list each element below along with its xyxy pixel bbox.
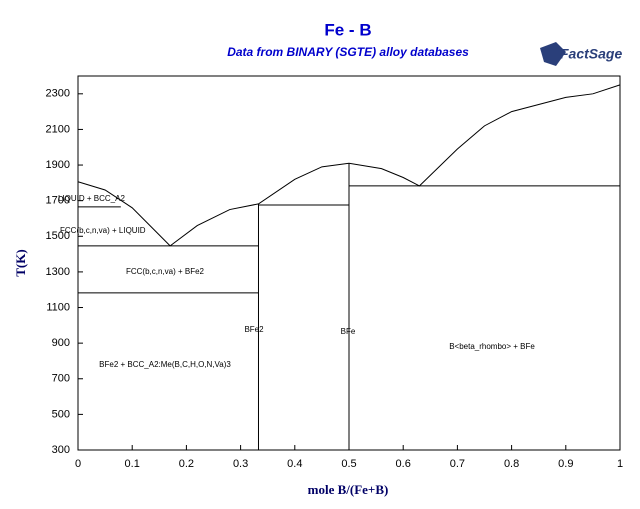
x-tick-label: 0.8 bbox=[504, 458, 519, 470]
y-tick-label: 700 bbox=[52, 373, 70, 385]
logo: FactSage bbox=[540, 42, 622, 66]
phase-boundary bbox=[169, 84, 621, 247]
phase-label: BFe2 bbox=[244, 325, 264, 334]
phase-label: LIQUID + BCC_A2 bbox=[58, 194, 125, 203]
logo-icon bbox=[540, 42, 566, 66]
y-tick-label: 1300 bbox=[46, 266, 70, 278]
x-tick-label: 0.5 bbox=[341, 458, 356, 470]
x-tick-label: 0.9 bbox=[558, 458, 573, 470]
phase-label: FCC(b,c,n,va) + BFe2 bbox=[126, 267, 205, 276]
x-tick-label: 0 bbox=[75, 458, 81, 470]
x-tick-label: 0.2 bbox=[179, 458, 194, 470]
x-tick-label: 0.6 bbox=[396, 458, 411, 470]
x-tick-label: 0.7 bbox=[450, 458, 465, 470]
phase-label: BFe bbox=[341, 327, 356, 336]
y-tick-label: 1100 bbox=[46, 301, 70, 313]
x-axis-label: mole B/(Fe+B) bbox=[308, 482, 389, 497]
phase-label: FCC(b,c,n,va) + LIQUID bbox=[60, 226, 146, 235]
y-tick-label: 500 bbox=[52, 408, 70, 420]
y-tick-label: 900 bbox=[52, 337, 70, 349]
y-tick-label: 2100 bbox=[46, 123, 70, 135]
phase-boundary bbox=[77, 181, 171, 247]
phase-label: B<beta_rhombo> + BFe bbox=[449, 342, 535, 351]
y-tick-label: 300 bbox=[52, 444, 70, 456]
y-tick-label: 1500 bbox=[46, 230, 70, 242]
x-tick-label: 0.1 bbox=[125, 458, 140, 470]
y-tick-label: 1700 bbox=[46, 195, 70, 207]
chart-subtitle: Data from BINARY (SGTE) alloy databases bbox=[227, 45, 469, 59]
y-tick-label: 2300 bbox=[46, 88, 70, 100]
logo-text: FactSage bbox=[560, 46, 622, 62]
x-tick-label: 1 bbox=[617, 458, 623, 470]
y-axis-label: T(K) bbox=[13, 249, 28, 276]
x-tick-label: 0.3 bbox=[233, 458, 248, 470]
y-tick-label: 1900 bbox=[46, 159, 70, 171]
chart-title: Fe - B bbox=[324, 20, 371, 39]
phase-label: BFe2 + BCC_A2:Me(B,C,H,O,N,Va)3 bbox=[99, 360, 231, 369]
x-tick-label: 0.4 bbox=[287, 458, 302, 470]
